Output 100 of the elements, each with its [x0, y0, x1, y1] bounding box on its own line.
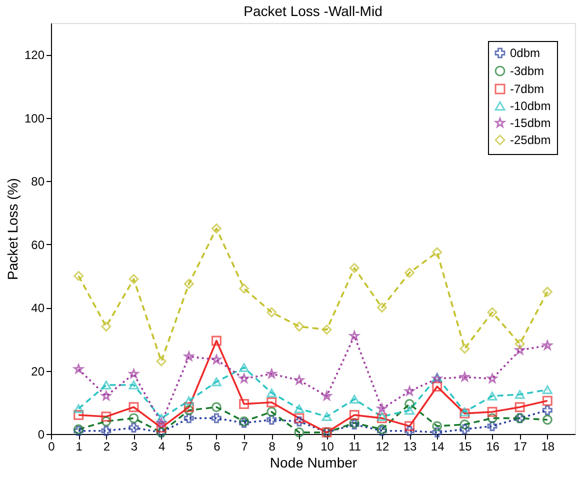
x-tick-label: 0 — [48, 440, 56, 454]
point — [266, 307, 277, 318]
point — [460, 420, 470, 430]
point — [101, 380, 112, 390]
y-tick-label: 0 — [38, 428, 45, 442]
point — [128, 274, 139, 284]
x-tick-label: 18 — [541, 440, 555, 454]
point — [404, 421, 415, 432]
x-axis-title: Node Number — [270, 454, 358, 470]
point — [184, 413, 194, 424]
x-tick-label: 7 — [241, 440, 248, 454]
point — [266, 406, 277, 417]
x-tick-label: 10 — [320, 440, 334, 454]
point — [404, 268, 415, 278]
point — [514, 402, 525, 412]
legend-label: -3dbm — [510, 64, 544, 78]
point — [128, 402, 139, 412]
x-tick-label: 16 — [486, 440, 500, 454]
point — [74, 404, 84, 414]
x-tick-label: 6 — [214, 440, 221, 454]
y-tick-label: 100 — [24, 111, 45, 126]
legend-label: -15dbm — [510, 116, 551, 130]
x-tick-label: 5 — [186, 440, 194, 454]
point — [128, 413, 139, 424]
point — [184, 396, 194, 406]
point — [542, 414, 552, 425]
point — [266, 368, 276, 378]
chart-title: Packet Loss -Wall-Mid — [244, 3, 382, 19]
point — [266, 397, 277, 408]
point — [294, 427, 304, 438]
point — [101, 412, 112, 422]
point — [294, 375, 304, 384]
point — [294, 413, 304, 424]
legend-label: -7dbm — [510, 82, 544, 96]
x-tick-label: 8 — [268, 440, 276, 454]
point — [515, 345, 525, 354]
x-tick-label: 12 — [376, 440, 390, 454]
point — [404, 398, 415, 409]
point — [128, 368, 139, 378]
legend-label: -10dbm — [510, 99, 551, 113]
point — [460, 344, 470, 354]
point — [156, 356, 166, 366]
point — [542, 385, 552, 394]
x-tick-label: 4 — [158, 440, 166, 454]
point — [101, 322, 112, 332]
point — [322, 391, 332, 400]
point — [266, 414, 277, 425]
point — [349, 394, 360, 404]
point — [239, 398, 250, 409]
y-tick-label: 60 — [31, 238, 45, 252]
x-tick-label: 13 — [403, 440, 418, 454]
y-axis-title: Packet Loss (%) — [4, 178, 20, 280]
point — [74, 410, 84, 420]
point — [542, 340, 552, 350]
point — [350, 331, 360, 340]
point — [184, 405, 194, 416]
y-tick-label: 120 — [24, 48, 45, 62]
point — [74, 364, 84, 374]
legend-label: 0dbm — [510, 46, 540, 60]
x-tick-label: 17 — [514, 440, 528, 454]
point — [294, 416, 304, 426]
point — [212, 354, 222, 364]
y-tick-label: 80 — [31, 174, 45, 189]
point — [128, 422, 139, 433]
point — [266, 388, 277, 398]
point — [101, 416, 112, 426]
x-tick-label: 11 — [348, 440, 362, 454]
point — [487, 421, 498, 432]
x-tick-label: 15 — [458, 440, 472, 454]
point — [322, 412, 332, 422]
point — [432, 427, 442, 438]
x-tick-label: 2 — [103, 440, 110, 454]
x-tick-label: 14 — [430, 440, 445, 454]
point — [294, 322, 304, 332]
point — [487, 307, 498, 318]
x-tick-label: 1 — [76, 440, 83, 454]
point — [514, 390, 525, 399]
point — [294, 404, 304, 414]
point — [487, 406, 498, 417]
point — [349, 410, 360, 420]
point — [156, 418, 166, 428]
point — [211, 377, 222, 386]
point — [487, 374, 498, 383]
point — [487, 413, 498, 424]
x-tick-label: 3 — [130, 440, 138, 454]
point — [460, 424, 470, 434]
point — [184, 278, 194, 289]
point — [349, 263, 360, 273]
point — [432, 247, 442, 258]
x-tick-label: 9 — [296, 440, 304, 454]
point — [487, 392, 498, 400]
point — [128, 380, 139, 390]
point — [377, 404, 387, 413]
point — [239, 374, 249, 383]
point — [184, 402, 194, 412]
point — [184, 352, 194, 361]
point — [211, 224, 222, 234]
point — [542, 405, 552, 416]
point — [239, 363, 250, 372]
point — [156, 422, 166, 433]
